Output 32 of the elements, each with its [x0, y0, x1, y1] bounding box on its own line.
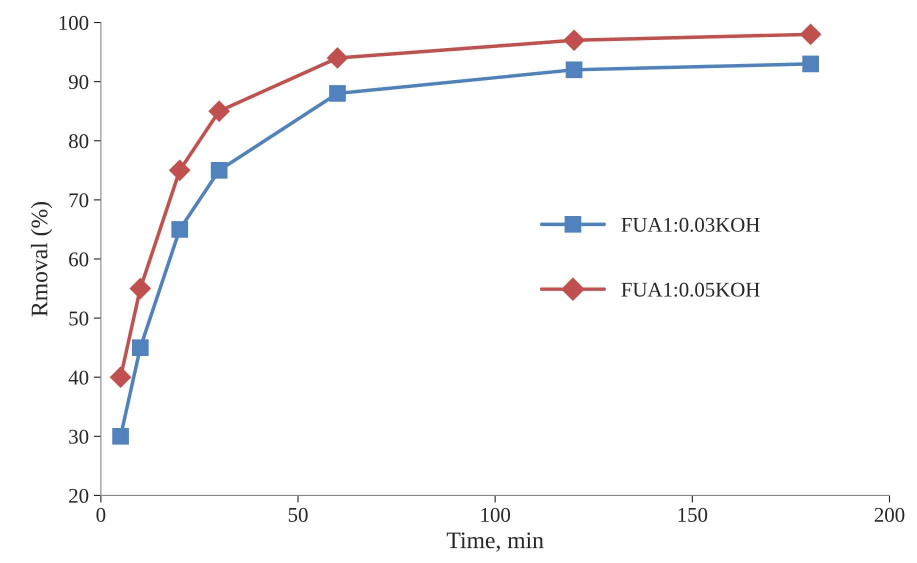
y-tick-label: 80 — [69, 134, 88, 148]
x-tick-label: 200 — [874, 508, 904, 522]
point — [130, 278, 151, 300]
x-axis-title: Time, min — [446, 532, 544, 552]
y-tick-label: 70 — [70, 193, 88, 208]
y-tick-label: 50 — [69, 311, 88, 326]
point — [802, 56, 819, 72]
x-tick-label: 50 — [288, 508, 308, 522]
point — [326, 47, 348, 69]
point — [112, 428, 129, 445]
legend-label: FUA1:0.03KOH — [621, 218, 760, 232]
y-tick-label: 20 — [69, 488, 88, 503]
point — [329, 85, 346, 102]
legend-label: FUA1:0.05KOH — [621, 282, 760, 297]
point — [132, 339, 149, 356]
point — [169, 160, 190, 181]
y-tick-label: 60 — [69, 252, 88, 266]
x-tick-label: 0 — [96, 508, 106, 522]
point — [800, 24, 822, 45]
x-tick-label: 100 — [481, 508, 510, 522]
point — [210, 162, 228, 179]
y-tick-label: 40 — [68, 370, 88, 385]
y-tick-label: 90 — [68, 75, 88, 90]
point — [208, 100, 230, 122]
point — [171, 221, 188, 238]
y-tick-label: 30 — [69, 430, 88, 444]
x-tick-label: 150 — [678, 508, 708, 522]
y-axis-title: Rmoval (%) — [30, 202, 52, 316]
point — [110, 366, 132, 388]
y-tick-label: 100 — [60, 16, 88, 30]
point — [566, 61, 582, 78]
point — [564, 30, 585, 51]
